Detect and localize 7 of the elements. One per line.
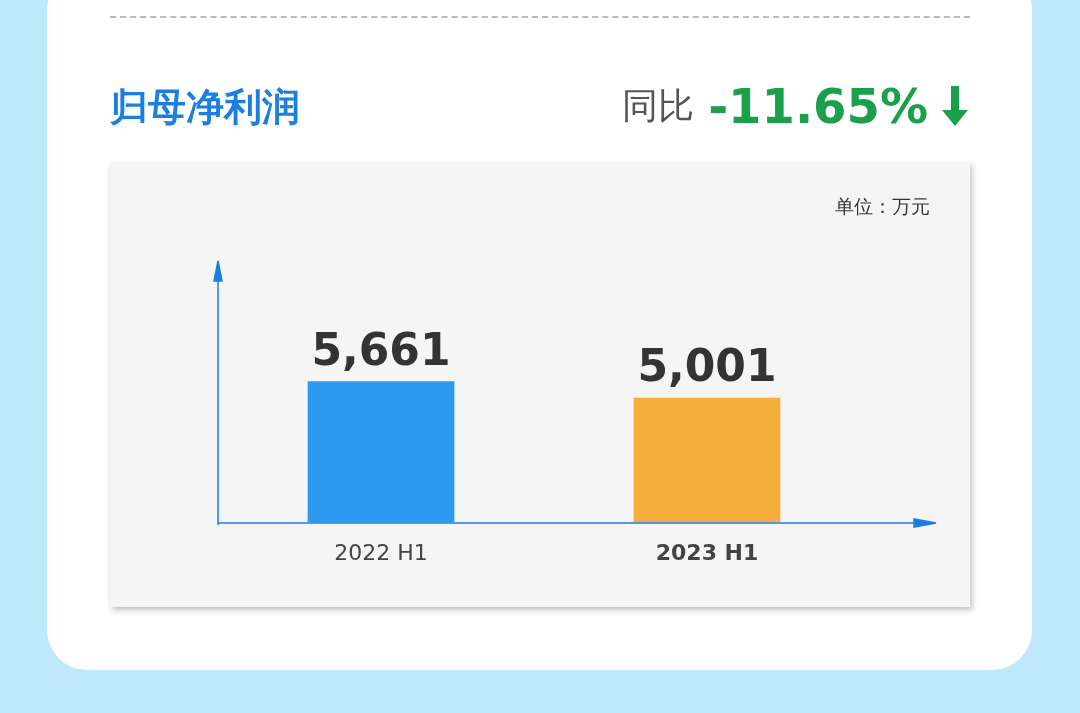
x-tick-label: 2022 H1	[334, 539, 428, 565]
chart-title: 归母净利润	[110, 84, 300, 131]
data-label: 5,001	[637, 340, 777, 392]
data-label: 5,661	[311, 323, 451, 375]
text: 同比 -11.65%	[622, 78, 928, 134]
text: 单位：万元	[835, 194, 930, 219]
x-tick-label: 2023 H1	[655, 539, 759, 565]
